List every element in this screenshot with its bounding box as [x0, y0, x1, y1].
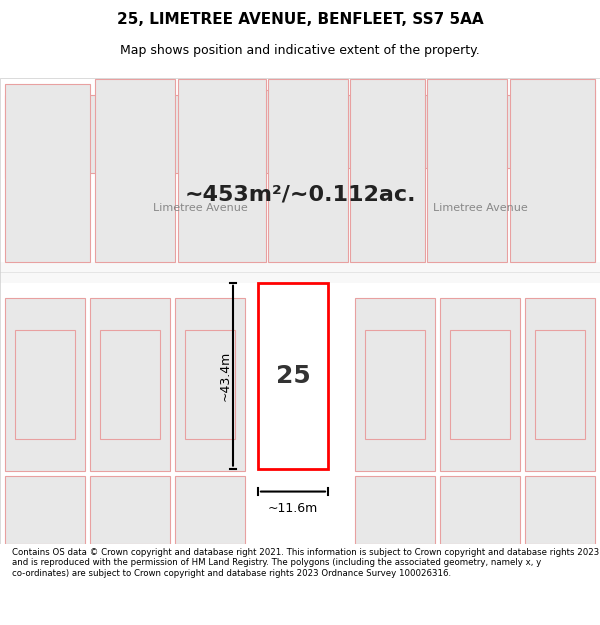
Bar [525, 298, 595, 471]
Bar [245, 89, 320, 173]
Bar [185, 330, 235, 439]
Bar [400, 95, 465, 168]
Bar [5, 84, 90, 262]
Bar [440, 298, 520, 471]
Bar [175, 476, 245, 544]
Bar [450, 330, 510, 439]
Bar [427, 79, 507, 262]
Text: 25, LIMETREE AVENUE, BENFLEET, SS7 5AA: 25, LIMETREE AVENUE, BENFLEET, SS7 5AA [116, 12, 484, 27]
Text: ~43.4m: ~43.4m [218, 351, 232, 401]
Bar [355, 298, 435, 471]
Bar [535, 330, 585, 439]
Bar [160, 95, 230, 173]
Text: Limetree Avenue: Limetree Avenue [152, 202, 247, 212]
Bar [365, 330, 425, 439]
Bar [5, 298, 85, 471]
Text: Contains OS data © Crown copyright and database right 2021. This information is : Contains OS data © Crown copyright and d… [12, 548, 599, 578]
Bar [440, 476, 520, 544]
Text: 25: 25 [275, 364, 310, 388]
Bar [475, 95, 535, 168]
Bar [350, 79, 425, 262]
Text: Map shows position and indicative extent of the property.: Map shows position and indicative extent… [120, 44, 480, 58]
Bar [5, 476, 85, 544]
Bar [95, 79, 175, 262]
Bar [5, 95, 75, 178]
Bar [0, 262, 600, 282]
Bar [258, 282, 328, 469]
Text: ~453m²/~0.112ac.: ~453m²/~0.112ac. [184, 184, 416, 204]
Text: Limetree Avenue: Limetree Avenue [433, 202, 527, 212]
Bar [355, 476, 435, 544]
Bar [175, 298, 245, 471]
Bar [85, 95, 150, 173]
Bar [510, 79, 595, 262]
Bar [268, 79, 348, 262]
Bar [545, 89, 595, 168]
Bar [15, 330, 75, 439]
Bar [330, 95, 390, 168]
Bar [90, 298, 170, 471]
Text: ~11.6m: ~11.6m [268, 502, 318, 515]
Bar [90, 476, 170, 544]
Bar [525, 476, 595, 544]
Bar [100, 330, 160, 439]
Bar [178, 79, 266, 262]
